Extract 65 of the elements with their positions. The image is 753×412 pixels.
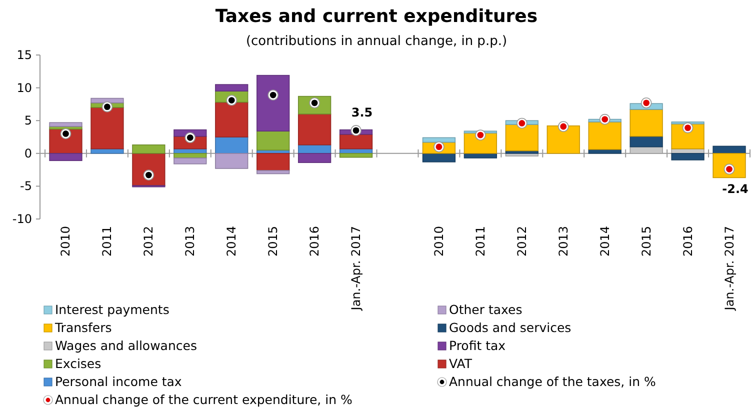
bar [546,125,580,154]
x-tick-label: 2015 [266,226,280,257]
legend-label: Other taxes [449,302,522,317]
bar [215,136,248,154]
bar [339,153,373,158]
legend-label: Transfers [54,320,112,335]
chart-subtitle: (contributions in annual change, in p.p.) [246,34,508,49]
y-tick-label: -5 [20,179,32,194]
legend-label: Annual change of the current expenditure, in % [55,392,352,407]
bar [90,148,124,154]
x-tick-label: 2015 [639,226,654,257]
x-tick-label: 2010 [58,226,73,257]
y-tick-label: 0 [24,146,32,160]
bar [215,102,248,138]
x-tick-label: 2013 [556,226,570,257]
y-tick-label: 5 [24,114,32,128]
bar [671,153,704,160]
bar [298,114,332,146]
x-tick-label: Jan.-Apr. 2017 [349,226,364,312]
x-tick-label: 2010 [432,226,446,257]
bar [588,122,622,150]
bar [339,134,373,150]
data-label: 3.5 [351,105,373,120]
legend-label: Interest payments [55,302,170,317]
legend-label: Personal income tax [55,374,182,389]
bar [256,170,290,174]
bar [132,144,166,154]
y-tick-label: -10 [12,212,32,226]
legend-label: VAT [449,356,472,371]
x-tick-label: 2014 [224,226,239,257]
bar [49,122,82,127]
x-tick-label: 2011 [473,226,488,257]
bar [49,153,82,162]
bar [256,74,290,132]
bar [215,84,248,92]
bar [630,109,663,137]
legend-label: Wages and allowances [55,338,197,353]
x-tick-label: 2012 [142,226,156,257]
bar [630,136,663,148]
y-tick-label: 15 [16,48,32,62]
bar [298,153,332,163]
bar [256,130,290,151]
legend-label: Excises [55,356,102,371]
bar [256,153,290,171]
bar [174,158,207,164]
x-tick-label: 2014 [598,226,612,257]
x-tick-label: 2013 [183,226,198,257]
bar [215,153,248,169]
bar [90,98,124,104]
bar [422,153,456,162]
x-tick-label: 2012 [514,226,529,257]
bar [422,137,456,143]
legend-label: Profit tax [449,338,506,353]
chart-title: Taxes and current expenditures [215,6,538,27]
legend-label: Goods and services [449,320,572,335]
bar [132,153,166,186]
data-label: -2.4 [722,182,748,196]
y-tick-label: 10 [16,80,32,95]
x-tick-label: Jan.-Apr. 2017 [722,226,736,312]
bar [505,124,538,152]
legend-label: Annual change of the taxes, in % [449,374,656,389]
x-tick-label: 2011 [100,226,114,257]
x-tick-label: 2016 [680,226,695,257]
bar [90,107,124,150]
x-tick-label: 2016 [308,226,322,257]
